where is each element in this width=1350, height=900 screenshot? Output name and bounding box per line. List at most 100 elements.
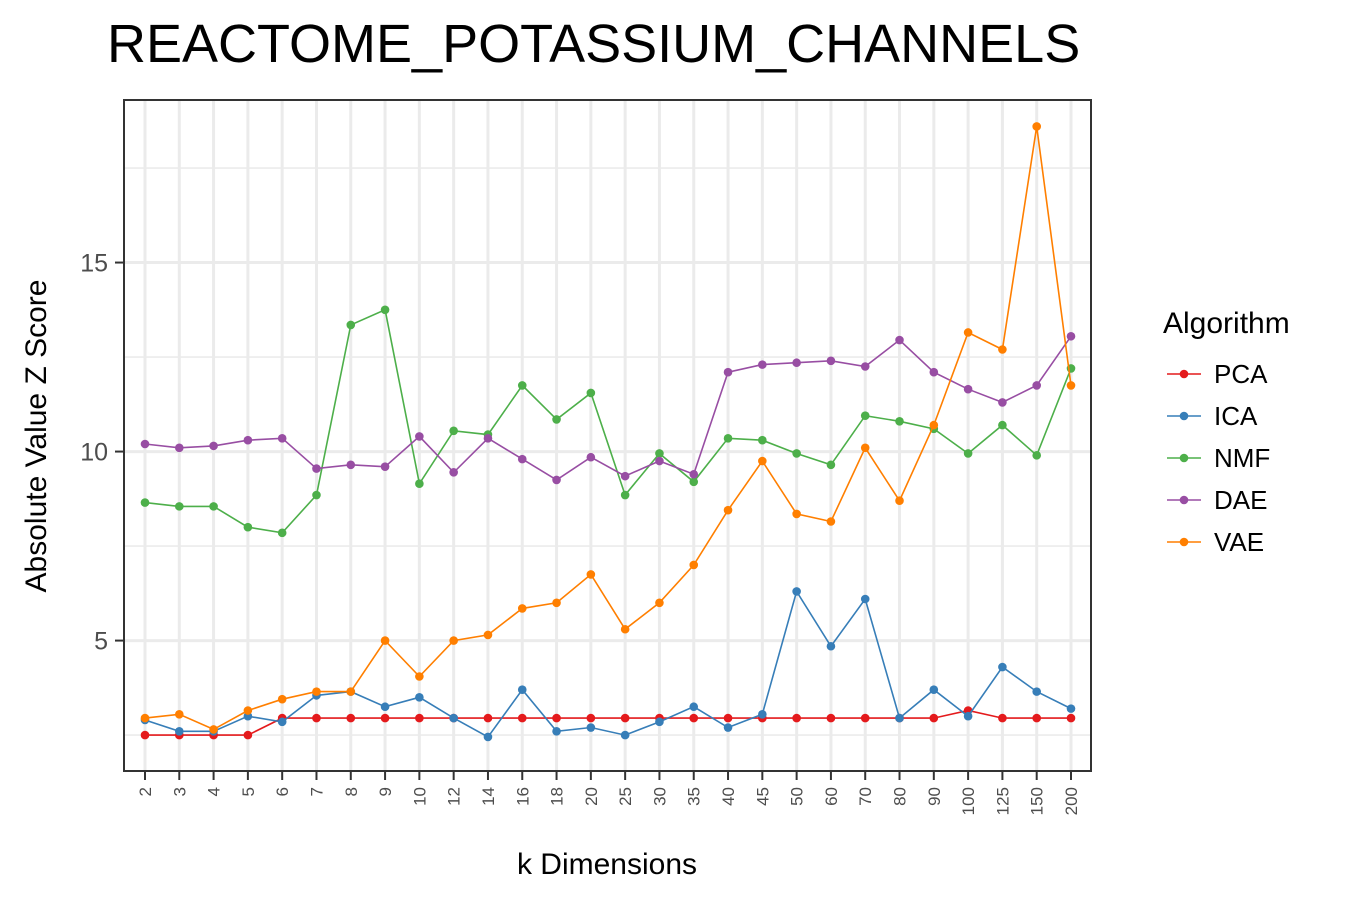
data-point-ica — [792, 587, 801, 596]
x-tick-label: 10 — [410, 787, 429, 806]
data-point-nmf — [174, 502, 184, 511]
legend-label: VAE — [1214, 527, 1264, 557]
data-point-pca — [517, 713, 527, 723]
x-tick-label: 18 — [548, 787, 567, 806]
data-point-nmf — [723, 434, 733, 443]
x-tick-label: 90 — [925, 787, 944, 806]
x-tick-label: 200 — [1062, 787, 1081, 815]
data-point-pca — [689, 713, 699, 723]
data-point-pca — [998, 713, 1007, 723]
data-point-dae — [209, 441, 218, 451]
x-tick-label: 125 — [993, 787, 1012, 815]
data-point-dae — [895, 335, 904, 345]
data-point-ica — [483, 732, 493, 742]
data-point-vae — [312, 687, 321, 696]
legend-key-point — [1179, 411, 1189, 421]
data-point-vae — [140, 713, 150, 723]
legend-key-point — [1179, 495, 1189, 505]
legend: Algorithm PCA ICA NMF DAE VAE — [1163, 307, 1290, 557]
series-line-pca — [145, 709, 1071, 736]
data-point-nmf — [209, 502, 218, 511]
data-point-nmf — [312, 490, 321, 500]
x-tick-label: 7 — [307, 787, 326, 796]
series-line-vae — [144, 126, 1072, 731]
x-tick-label: 70 — [856, 787, 875, 806]
data-point-nmf — [346, 320, 356, 330]
data-point-dae — [1032, 381, 1042, 390]
x-tick-label: 50 — [788, 787, 807, 806]
series-vae — [140, 122, 1076, 734]
data-point-dae — [655, 456, 664, 466]
data-point-vae — [895, 496, 904, 506]
data-point-dae — [140, 439, 150, 449]
data-point-nmf — [620, 490, 630, 500]
data-point-vae — [517, 604, 527, 613]
y-tick-label: 10 — [80, 439, 108, 467]
data-point-ica — [826, 641, 836, 651]
legend-item-vae: VAE — [1167, 527, 1264, 557]
data-point-ica — [895, 713, 904, 723]
data-point-nmf — [826, 460, 836, 470]
data-point-nmf — [963, 449, 973, 458]
series-line-ica — [144, 589, 1072, 739]
data-point-ica — [929, 685, 939, 695]
data-point-dae — [792, 358, 801, 368]
data-point-nmf — [586, 388, 596, 398]
x-tick-label: 4 — [205, 787, 224, 796]
data-point-ica — [758, 709, 767, 719]
x-axis-title: k Dimensions — [517, 848, 697, 881]
data-point-dae — [552, 475, 561, 485]
x-tick-label: 30 — [650, 787, 669, 806]
data-point-dae — [277, 434, 287, 443]
x-tick-label: 100 — [959, 787, 978, 815]
legend-title: Algorithm — [1163, 307, 1290, 340]
legend-key-point — [1179, 369, 1189, 379]
x-tick-label: 20 — [582, 787, 601, 806]
data-point-dae — [380, 462, 390, 471]
x-tick-label: 6 — [273, 787, 292, 796]
data-point-vae — [655, 598, 664, 608]
x-tick-label: 35 — [685, 787, 704, 806]
data-point-ica — [963, 711, 973, 721]
data-point-pca — [620, 713, 630, 723]
data-point-pca — [483, 713, 493, 723]
data-point-ica — [1066, 704, 1076, 713]
data-point-pca — [929, 713, 939, 723]
series-line-dae — [144, 335, 1072, 481]
data-point-ica — [380, 702, 390, 712]
data-point-ica — [689, 702, 699, 712]
data-point-vae — [929, 420, 939, 430]
data-point-pca — [723, 713, 733, 723]
data-point-pca — [1032, 713, 1042, 723]
data-point-vae — [415, 672, 424, 681]
data-point-dae — [243, 435, 253, 445]
data-point-dae — [312, 464, 321, 473]
series-dae — [140, 331, 1076, 485]
x-tick-label: 60 — [822, 787, 841, 806]
x-tick-label: 150 — [1028, 787, 1047, 815]
data-point-vae — [826, 517, 836, 526]
legend-label: PCA — [1214, 359, 1268, 389]
y-axis-title: Absolute Value Z Score — [20, 280, 53, 593]
data-point-dae — [689, 469, 699, 479]
data-point-pca — [1066, 713, 1076, 723]
data-point-nmf — [552, 415, 561, 424]
data-point-vae — [277, 694, 287, 704]
data-point-vae — [243, 706, 253, 715]
data-point-dae — [723, 367, 733, 377]
data-point-ica — [586, 723, 596, 732]
data-point-ica — [723, 723, 733, 732]
y-tick-label: 5 — [94, 628, 108, 656]
series-layer — [140, 122, 1076, 742]
data-point-dae — [517, 454, 527, 464]
x-tick-label: 14 — [479, 787, 498, 806]
data-point-nmf — [277, 528, 287, 538]
data-point-pca — [346, 713, 356, 723]
data-point-dae — [860, 362, 870, 371]
x-tick-label: 8 — [342, 787, 361, 796]
x-tick-label: 16 — [513, 787, 532, 806]
data-point-nmf — [758, 435, 767, 445]
x-tick-label: 80 — [891, 787, 910, 806]
data-point-vae — [483, 630, 493, 640]
data-point-ica — [517, 685, 527, 695]
